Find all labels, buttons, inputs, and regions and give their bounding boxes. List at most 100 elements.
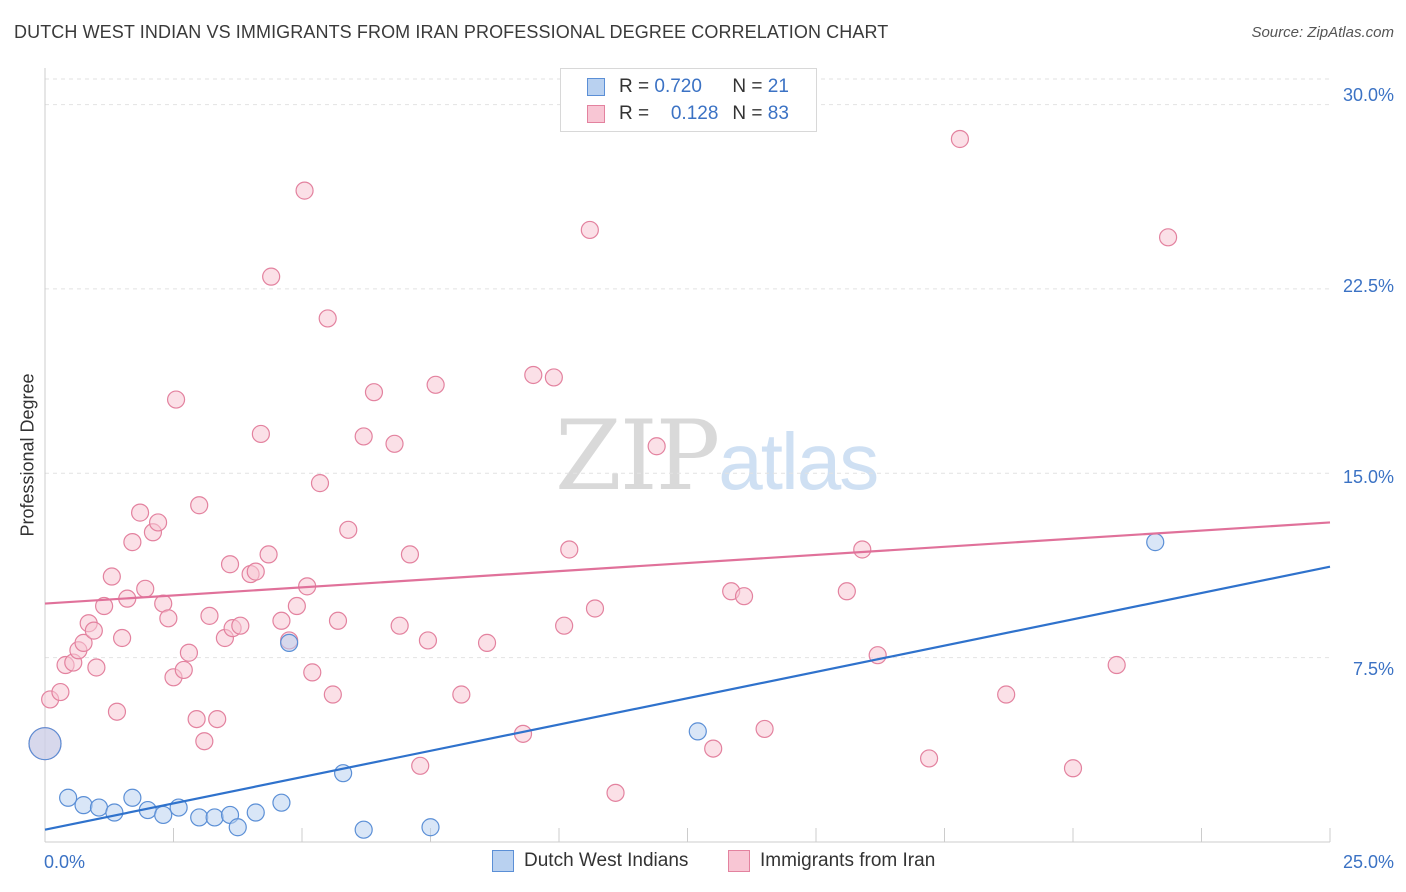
iran-immigrant-point <box>287 596 306 616</box>
iran-immigrant-point <box>87 658 106 677</box>
r-value: 0.720 <box>654 76 702 97</box>
iran-immigrant-point <box>426 375 445 394</box>
dutch-west-indian-point <box>74 796 93 815</box>
iran-immigrant-point <box>200 606 219 625</box>
dutch-west-indian-point <box>354 820 373 839</box>
dutch-west-indian-point <box>205 808 224 827</box>
iran-immigrant-point <box>179 643 199 662</box>
legend-item-immigrants-from-iran: Immigrants from Iran <box>728 850 935 872</box>
dutch-west-indian-point <box>123 788 142 807</box>
legend-label: Immigrants from Iran <box>760 850 936 871</box>
iran-immigrant-point <box>853 540 872 559</box>
watermark: ZIPatlas <box>555 400 879 512</box>
iran-immigrant-point <box>107 702 127 721</box>
iran-immigrant-point <box>560 540 579 559</box>
legend-row-dutch: R = 0.720 N = 21 <box>587 75 789 99</box>
iran-immigrant-point <box>647 437 666 456</box>
iran-immigrant-point <box>272 611 291 630</box>
x-tick-label: 25.0% <box>1342 852 1394 872</box>
iran-immigrant-point <box>477 633 497 652</box>
iran-immigrant-point <box>148 513 168 532</box>
iran-immigrant-trendline <box>44 521 1331 605</box>
iran-immigrant-point <box>84 621 103 640</box>
dutch-west-indian-point <box>59 788 78 807</box>
iran-immigrant-point <box>74 633 93 652</box>
dutch-west-indian-point <box>154 805 173 825</box>
iran-immigrant-point <box>95 596 114 616</box>
iran-immigrant-point <box>195 732 214 751</box>
dutch-west-indian-point <box>89 798 109 817</box>
iran-immigrant-point <box>704 739 723 758</box>
r-label: R = <box>619 76 650 97</box>
dutch-west-indian-point <box>246 803 265 822</box>
dutch-west-indian-trendline <box>44 565 1331 831</box>
iran-immigrant-point <box>102 567 121 586</box>
watermark-zip: ZIP <box>555 400 720 512</box>
iran-immigrant-point <box>837 582 856 601</box>
iran-immigrant-point <box>303 663 322 682</box>
correlation-legend: R = 0.720 N = 21 R = 0.128 N = 83 <box>560 68 817 132</box>
y-tick-label: 15.0% <box>1342 467 1394 487</box>
iran-immigrant-point <box>259 545 278 564</box>
iran-immigrant-point <box>51 682 70 702</box>
iran-immigrant-point <box>328 611 348 630</box>
iran-immigrant-point <box>555 616 574 635</box>
iran-immigrant-point <box>159 609 178 628</box>
iran-immigrant-point <box>246 562 265 581</box>
legend-row-iran: R = 0.128 N = 83 <box>587 102 789 126</box>
n-value: 83 <box>767 103 789 124</box>
iran-immigrant-point <box>323 685 342 704</box>
iran-immigrant-point <box>364 383 384 402</box>
watermark-atlas: atlas <box>718 417 879 506</box>
r-label: R = <box>619 103 650 124</box>
iran-immigrant-point <box>1107 655 1126 675</box>
iran-immigrant-point <box>354 427 373 446</box>
iran-immigrant-point <box>174 660 193 680</box>
iran-immigrant-point <box>318 309 337 328</box>
dutch-west-indian-point <box>105 803 124 822</box>
iran-immigrant-point <box>112 628 132 648</box>
iran-immigrant-point <box>585 599 605 618</box>
dutch-west-indian-point <box>190 808 209 827</box>
iran-immigrant-point <box>123 533 142 552</box>
iran-immigrant-point <box>339 520 358 539</box>
iran-immigrant-point <box>997 685 1016 704</box>
x-tick-label: 0.0% <box>44 852 86 872</box>
iran-immigrant-point <box>310 474 330 493</box>
iran-immigrant-point <box>411 756 430 775</box>
iran-immigrant-point <box>606 783 625 802</box>
y-tick-label: 22.5% <box>1342 276 1394 296</box>
iran-immigrant-point <box>452 685 471 704</box>
dutch-west-indian-point <box>1146 533 1165 552</box>
dutch-west-indian-point <box>421 818 440 837</box>
r-value: 0.128 <box>670 103 719 124</box>
iran-immigrant-point <box>390 616 409 635</box>
iran-immigrant-point <box>1063 759 1083 778</box>
legend-swatch-pink <box>587 105 605 123</box>
iran-immigrant-point <box>385 434 404 453</box>
n-value: 21 <box>767 76 789 97</box>
dutch-west-indian-point <box>228 818 247 837</box>
iran-immigrant-point <box>166 390 186 409</box>
legend-swatch-pink <box>728 850 750 872</box>
n-label: N = <box>732 76 763 97</box>
iran-immigrant-point <box>418 631 438 650</box>
source-label: Source: ZipAtlas.com <box>1251 24 1394 41</box>
iran-immigrant-point <box>295 181 314 200</box>
iran-immigrant-point <box>580 220 599 240</box>
iran-immigrant-point <box>130 503 150 522</box>
iran-immigrant-point <box>400 545 420 564</box>
iran-immigrant-point <box>524 365 543 385</box>
iran-immigrant-point <box>190 496 209 515</box>
y-tick-label: 30.0% <box>1342 85 1394 105</box>
legend-swatch-blue <box>587 78 605 96</box>
iran-immigrant-point <box>187 709 206 729</box>
dutch-west-indian-point <box>688 722 707 741</box>
n-label: N = <box>732 103 763 124</box>
iran-immigrant-point <box>544 368 563 387</box>
iran-immigrant-point <box>231 616 250 635</box>
dutch-west-indian-point <box>272 793 291 812</box>
legend-swatch-blue <box>492 850 514 872</box>
legend-item-dutch-west-indians: Dutch West Indians <box>492 850 688 872</box>
